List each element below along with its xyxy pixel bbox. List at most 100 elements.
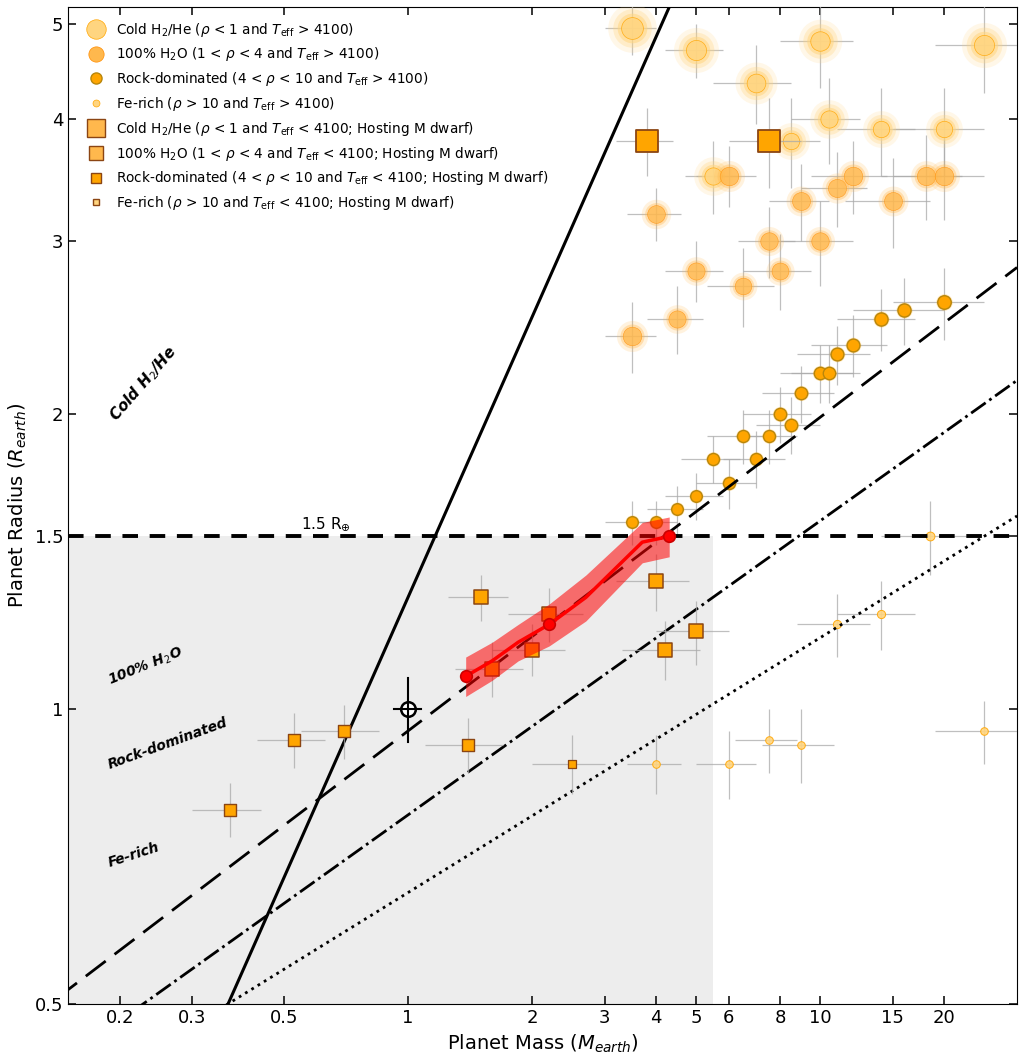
Point [625, 19, 641, 36]
Point [625, 19, 641, 36]
Point [625, 328, 641, 345]
Point [706, 167, 722, 184]
Point [829, 346, 846, 363]
Point [669, 310, 685, 327]
Point [648, 205, 665, 222]
Point [936, 167, 952, 184]
Point [669, 310, 685, 327]
Point [749, 74, 765, 91]
Point [845, 167, 861, 184]
Point [772, 262, 788, 279]
Point [783, 416, 800, 433]
Point [625, 328, 641, 345]
Point [812, 33, 828, 50]
Polygon shape [69, 536, 714, 1005]
Point [735, 277, 752, 294]
Point [783, 132, 800, 149]
Point [749, 74, 765, 91]
Point [829, 179, 846, 196]
Point [721, 755, 737, 772]
Point [885, 192, 901, 209]
Point [648, 514, 665, 531]
Point [656, 641, 673, 658]
Point [872, 605, 889, 622]
Point [936, 121, 952, 138]
Point [812, 233, 828, 250]
Point [936, 167, 952, 184]
Point [688, 623, 705, 640]
Point [648, 572, 665, 589]
Point [669, 310, 685, 327]
Point [885, 192, 901, 209]
Point [821, 110, 838, 127]
Point [812, 365, 828, 382]
Point [936, 294, 952, 311]
Point [639, 132, 655, 149]
Point [896, 302, 912, 319]
Point [222, 801, 239, 818]
Point [812, 365, 828, 382]
Point [821, 110, 838, 127]
Point [829, 179, 846, 196]
Point [669, 500, 685, 517]
Point [625, 514, 641, 531]
Point [872, 121, 889, 138]
Point [648, 755, 665, 772]
Point [845, 337, 861, 354]
Text: Cold H$_2$/He: Cold H$_2$/He [105, 342, 181, 425]
Point [794, 736, 810, 753]
Point [484, 660, 501, 676]
Point [783, 132, 800, 149]
Point [896, 302, 912, 319]
Point [821, 110, 838, 127]
Point [812, 33, 828, 50]
Point [735, 427, 752, 444]
Point [648, 205, 665, 222]
Point [721, 475, 737, 492]
Point [735, 277, 752, 294]
Point [936, 294, 952, 311]
Point [829, 616, 846, 633]
Point [772, 406, 788, 423]
Point [706, 167, 722, 184]
Point [794, 384, 810, 401]
Point [336, 722, 352, 739]
Point [772, 262, 788, 279]
Point [688, 262, 705, 279]
Point [706, 450, 722, 467]
Point [761, 132, 777, 149]
Point [688, 262, 705, 279]
Point [564, 755, 581, 772]
Point [648, 205, 665, 222]
Point [662, 528, 678, 545]
Point [936, 121, 952, 138]
Text: 1.5 R$_{\oplus}$: 1.5 R$_{\oplus}$ [301, 515, 350, 533]
Point [845, 167, 861, 184]
Point [783, 132, 800, 149]
Point [976, 722, 992, 739]
Point [918, 167, 934, 184]
Point [625, 19, 641, 36]
Point [812, 33, 828, 50]
Point [472, 589, 488, 606]
Point [918, 167, 934, 184]
Point [749, 450, 765, 467]
Point [783, 132, 800, 149]
Point [735, 277, 752, 294]
Point [749, 450, 765, 467]
Point [936, 167, 952, 184]
Point [648, 514, 665, 531]
Point [524, 641, 541, 658]
Point [821, 365, 838, 382]
Text: Rock-dominated: Rock-dominated [105, 715, 229, 771]
Point [821, 365, 838, 382]
Point [721, 167, 737, 184]
Point [761, 233, 777, 250]
Legend: Cold H$_2$/He ($\rho$ < 1 and $T_{\rm eff}$ > 4100), 100% H$_2$O (1 < $\rho$ < 4: Cold H$_2$/He ($\rho$ < 1 and $T_{\rm ef… [75, 14, 555, 219]
Point [706, 167, 722, 184]
Point [688, 41, 705, 58]
Point [845, 167, 861, 184]
Point [885, 192, 901, 209]
Point [749, 74, 765, 91]
Point [625, 514, 641, 531]
